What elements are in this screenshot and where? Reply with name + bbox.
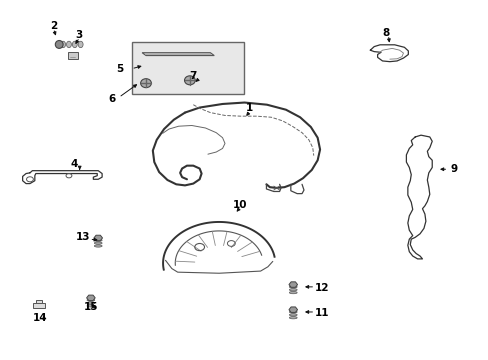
Text: 11: 11 — [315, 308, 329, 318]
Bar — [33, 303, 44, 309]
Ellipse shape — [141, 79, 151, 87]
Polygon shape — [142, 53, 214, 55]
Text: 1: 1 — [245, 103, 252, 113]
Text: 10: 10 — [232, 200, 246, 210]
Text: 2: 2 — [50, 21, 57, 31]
Ellipse shape — [87, 302, 95, 304]
Text: 14: 14 — [32, 313, 47, 323]
Ellipse shape — [94, 242, 102, 244]
Text: 3: 3 — [75, 30, 82, 40]
Text: 7: 7 — [189, 71, 197, 81]
Ellipse shape — [289, 286, 297, 288]
Ellipse shape — [55, 41, 63, 48]
Text: 9: 9 — [449, 164, 457, 174]
Ellipse shape — [66, 41, 71, 48]
Bar — [132, 42, 244, 94]
Bar — [36, 300, 41, 303]
Ellipse shape — [289, 292, 297, 294]
Text: 8: 8 — [382, 28, 389, 38]
Ellipse shape — [184, 76, 195, 85]
Ellipse shape — [289, 289, 297, 291]
Ellipse shape — [87, 305, 95, 307]
Ellipse shape — [289, 311, 297, 313]
Ellipse shape — [61, 41, 65, 48]
Text: 13: 13 — [75, 232, 90, 242]
Ellipse shape — [78, 41, 83, 48]
Text: 4: 4 — [70, 159, 78, 169]
Text: 15: 15 — [83, 302, 98, 312]
Ellipse shape — [94, 245, 102, 247]
Text: 5: 5 — [116, 64, 123, 74]
Ellipse shape — [289, 316, 297, 319]
Ellipse shape — [289, 314, 297, 316]
Ellipse shape — [87, 299, 95, 301]
Text: 6: 6 — [108, 94, 115, 104]
Ellipse shape — [94, 239, 102, 242]
Ellipse shape — [72, 41, 77, 48]
Bar — [68, 52, 78, 59]
Text: 12: 12 — [315, 283, 329, 293]
